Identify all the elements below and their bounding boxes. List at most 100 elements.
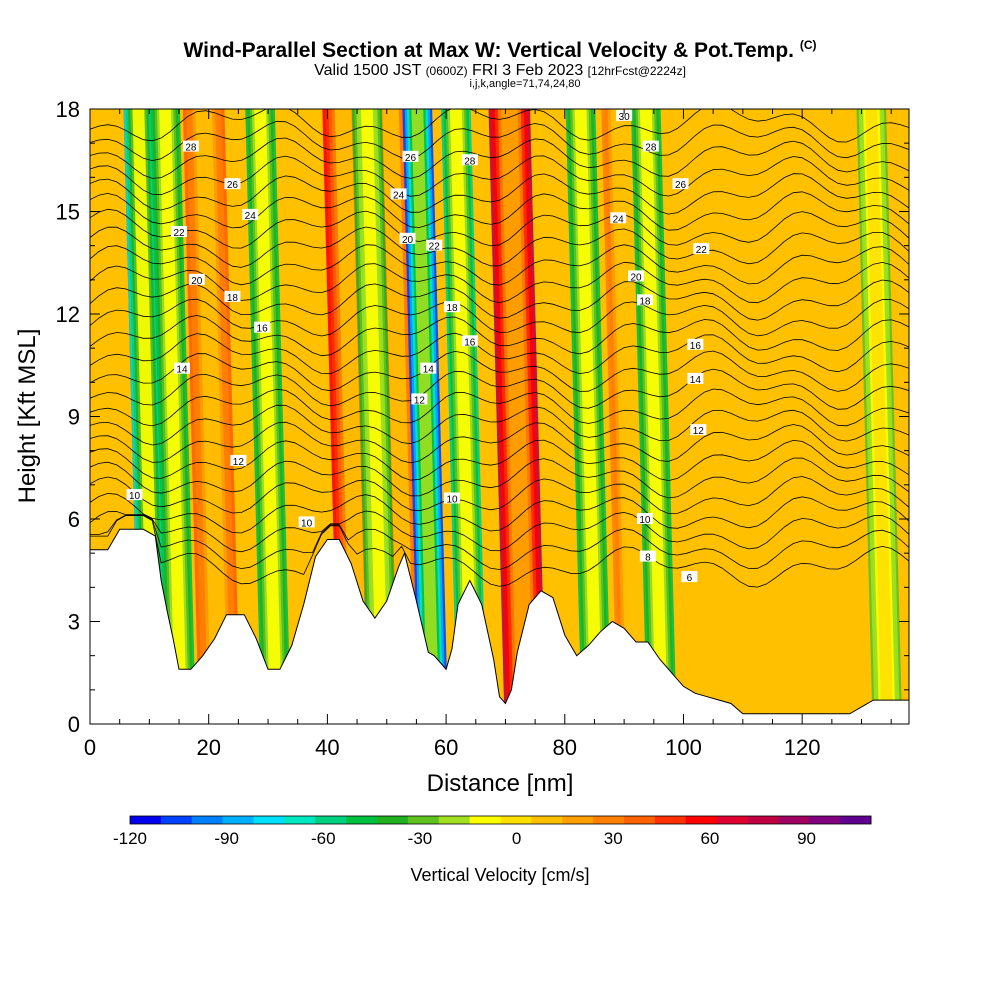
colorbar-tick-1: -90 <box>214 829 239 848</box>
theta-contour-0 <box>90 515 909 588</box>
theta-label-7: 14 <box>173 362 190 376</box>
colorbar-swatch-6 <box>315 816 347 824</box>
subtitle-utc: (0600Z) <box>425 64 468 78</box>
theta-label-bg-11 <box>402 150 419 162</box>
chart-subtitle-indices: i,j,k,angle=71,74,24,80 <box>469 78 581 90</box>
colorbar-frame <box>129 815 872 825</box>
theta-label-23: 26 <box>672 178 689 191</box>
theta-label-11: 26 <box>402 150 419 164</box>
theta-label-text-5: 18 <box>227 293 239 304</box>
theta-label-18: 14 <box>420 362 437 376</box>
theta-label-text-6: 16 <box>257 324 269 335</box>
colorbar-swatch-2 <box>191 816 224 824</box>
colorbar-tick-7: 90 <box>797 829 816 848</box>
terrain <box>90 528 909 724</box>
theta-label-text-25: 22 <box>696 245 708 256</box>
theta-label-text-4: 20 <box>191 276 203 287</box>
theta-contour-8 <box>90 404 909 446</box>
colorbar-tick-4: 0 <box>512 829 521 848</box>
subtitle-valid: Valid 1500 JST <box>314 62 422 79</box>
colorbar-swatch-1 <box>160 816 193 824</box>
y-tick-label-5: 15 <box>56 200 80 225</box>
theta-contour-11 <box>90 350 909 392</box>
theta-label-bg-16 <box>444 301 461 313</box>
downdraft-band-2-level-4 <box>360 109 389 724</box>
theta-label-bg-29 <box>687 372 704 384</box>
theta-label-31: 10 <box>636 513 653 526</box>
theta-label-text-19: 12 <box>414 395 426 406</box>
y-tick-label-6: 18 <box>56 97 80 122</box>
theta-contour-labels: 28 26 24 22 20 18 16 14 12 10 10 26 24 20 22 28 18 16 14 12… <box>126 109 710 584</box>
colorbar-swatch-21 <box>778 816 810 824</box>
theta-label-bg-33 <box>681 571 698 583</box>
theta-label-text-1: 26 <box>227 180 239 191</box>
theta-contour-13 <box>90 314 909 357</box>
theta-label-bg-27 <box>636 294 653 306</box>
subtitle-forecast: [12hrFcst@2224z] <box>587 64 686 78</box>
theta-label-bg-32 <box>639 550 656 562</box>
theta-label-text-16: 18 <box>446 303 458 314</box>
theta-label-bg-4 <box>188 273 205 285</box>
colorbar-swatch-18 <box>685 816 718 824</box>
theta-contour-6 <box>90 439 909 482</box>
colorbar: -120 -90 -60 -30 0 30 60 90 <box>113 815 872 848</box>
downdraft-band-3-level-4 <box>411 109 440 724</box>
theta-label-text-26: 20 <box>630 272 642 283</box>
downdraft-band-8-level-4 <box>865 109 894 724</box>
colorbar-tick-0: -120 <box>113 829 147 848</box>
downdraft-band-7-level-4 <box>254 109 282 724</box>
theta-label-bg-31 <box>636 513 653 524</box>
theta-label-bg-26 <box>628 270 644 282</box>
theta-label-15: 28 <box>461 154 478 167</box>
theta-contour-1 <box>90 514 909 570</box>
theta-label-17: 16 <box>461 335 478 348</box>
theta-contour-23 <box>90 137 909 179</box>
theta-label-bg-25 <box>693 243 710 255</box>
downdraft-band-5-level-4 <box>574 109 603 724</box>
theta-contour-24 <box>90 120 909 162</box>
theta-label-text-22: 28 <box>645 143 657 154</box>
x-tick-label-1: 20 <box>196 735 220 760</box>
theta-contour-2 <box>90 510 909 553</box>
colorbar-swatch-13 <box>531 816 563 824</box>
theta-label-text-23: 26 <box>675 180 687 191</box>
theta-label-29: 14 <box>687 372 704 386</box>
colorbar-swatch-7 <box>346 816 378 824</box>
theta-label-bg-18 <box>420 362 437 374</box>
theta-label-bg-17 <box>461 335 478 347</box>
colorbar-swatch-23 <box>840 816 872 824</box>
theta-label-28: 16 <box>687 338 704 352</box>
theta-label-bg-1 <box>224 178 241 190</box>
colorbar-swatch-4 <box>253 816 285 824</box>
theta-label-16: 18 <box>444 301 461 314</box>
x-tick-label-0: 0 <box>84 735 96 760</box>
theta-contour-21 <box>90 173 909 215</box>
theta-contour-9 <box>90 388 909 427</box>
theta-label-20: 10 <box>444 492 461 506</box>
colorbar-swatch-0 <box>130 816 162 824</box>
theta-label-6: 16 <box>254 321 271 335</box>
theta-label-bg-28 <box>687 338 704 350</box>
theta-contour-5 <box>90 457 909 499</box>
colorbar-tick-2: -60 <box>311 829 336 848</box>
theta-label-bg-22 <box>642 140 659 152</box>
downdraft-band-4-level-4 <box>449 109 478 724</box>
colorbar-label: Vertical Velocity [cm/s] <box>410 865 589 885</box>
theta-label-bg-2 <box>242 208 259 220</box>
colorbar-swatch-20 <box>747 816 779 824</box>
colorbar-tick-6: 60 <box>700 829 719 848</box>
theta-label-bg-19 <box>411 393 428 405</box>
theta-contour-12 <box>90 332 909 375</box>
theta-label-bg-14 <box>426 239 443 251</box>
theta-contour-3 <box>90 492 909 534</box>
colorbar-swatch-17 <box>654 816 687 824</box>
theta-contour-20 <box>90 191 909 231</box>
theta-label-text-17: 16 <box>464 337 476 348</box>
theta-label-21: 30 <box>616 109 633 123</box>
theta-label-text-21: 30 <box>619 112 631 123</box>
x-tick-label-4: 80 <box>553 735 577 760</box>
theta-label-text-13: 20 <box>402 235 414 246</box>
colorbar-swatch-14 <box>562 816 594 824</box>
x-tick-label-6: 120 <box>784 735 821 760</box>
x-axis-label: Distance [nm] <box>427 770 574 797</box>
